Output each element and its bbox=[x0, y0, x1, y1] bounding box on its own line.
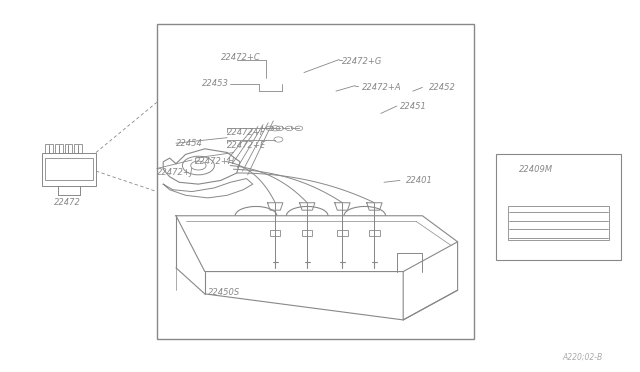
Bar bbox=[42, 153, 96, 186]
Text: 22472+J: 22472+J bbox=[157, 169, 193, 177]
Text: 22453: 22453 bbox=[202, 79, 228, 88]
Text: 22472+C: 22472+C bbox=[221, 53, 260, 62]
Text: 22450S: 22450S bbox=[208, 288, 240, 296]
Text: 22472+F: 22472+F bbox=[227, 128, 266, 137]
Text: 22451: 22451 bbox=[400, 102, 427, 110]
Text: 22452: 22452 bbox=[429, 83, 456, 92]
Text: 22472: 22472 bbox=[54, 198, 81, 207]
Bar bbox=[55, 144, 63, 153]
Bar bbox=[496, 154, 621, 260]
Bar bbox=[270, 230, 280, 236]
Bar bbox=[45, 158, 93, 180]
Text: 22472+E: 22472+E bbox=[227, 141, 266, 150]
Text: A220;02-B: A220;02-B bbox=[563, 353, 602, 362]
Text: 22472+G: 22472+G bbox=[342, 57, 383, 66]
Bar bbox=[337, 230, 348, 236]
Text: 22401: 22401 bbox=[406, 176, 433, 185]
Bar bbox=[157, 24, 474, 339]
Bar bbox=[45, 144, 53, 153]
Text: 22472+H: 22472+H bbox=[195, 157, 236, 166]
Bar bbox=[74, 144, 82, 153]
Bar bbox=[369, 230, 380, 236]
Bar bbox=[508, 206, 609, 240]
Text: 22472+A: 22472+A bbox=[362, 83, 401, 92]
Bar bbox=[302, 230, 312, 236]
Bar bbox=[65, 144, 72, 153]
Text: 22409M: 22409M bbox=[519, 165, 554, 174]
Text: 22454: 22454 bbox=[176, 139, 203, 148]
